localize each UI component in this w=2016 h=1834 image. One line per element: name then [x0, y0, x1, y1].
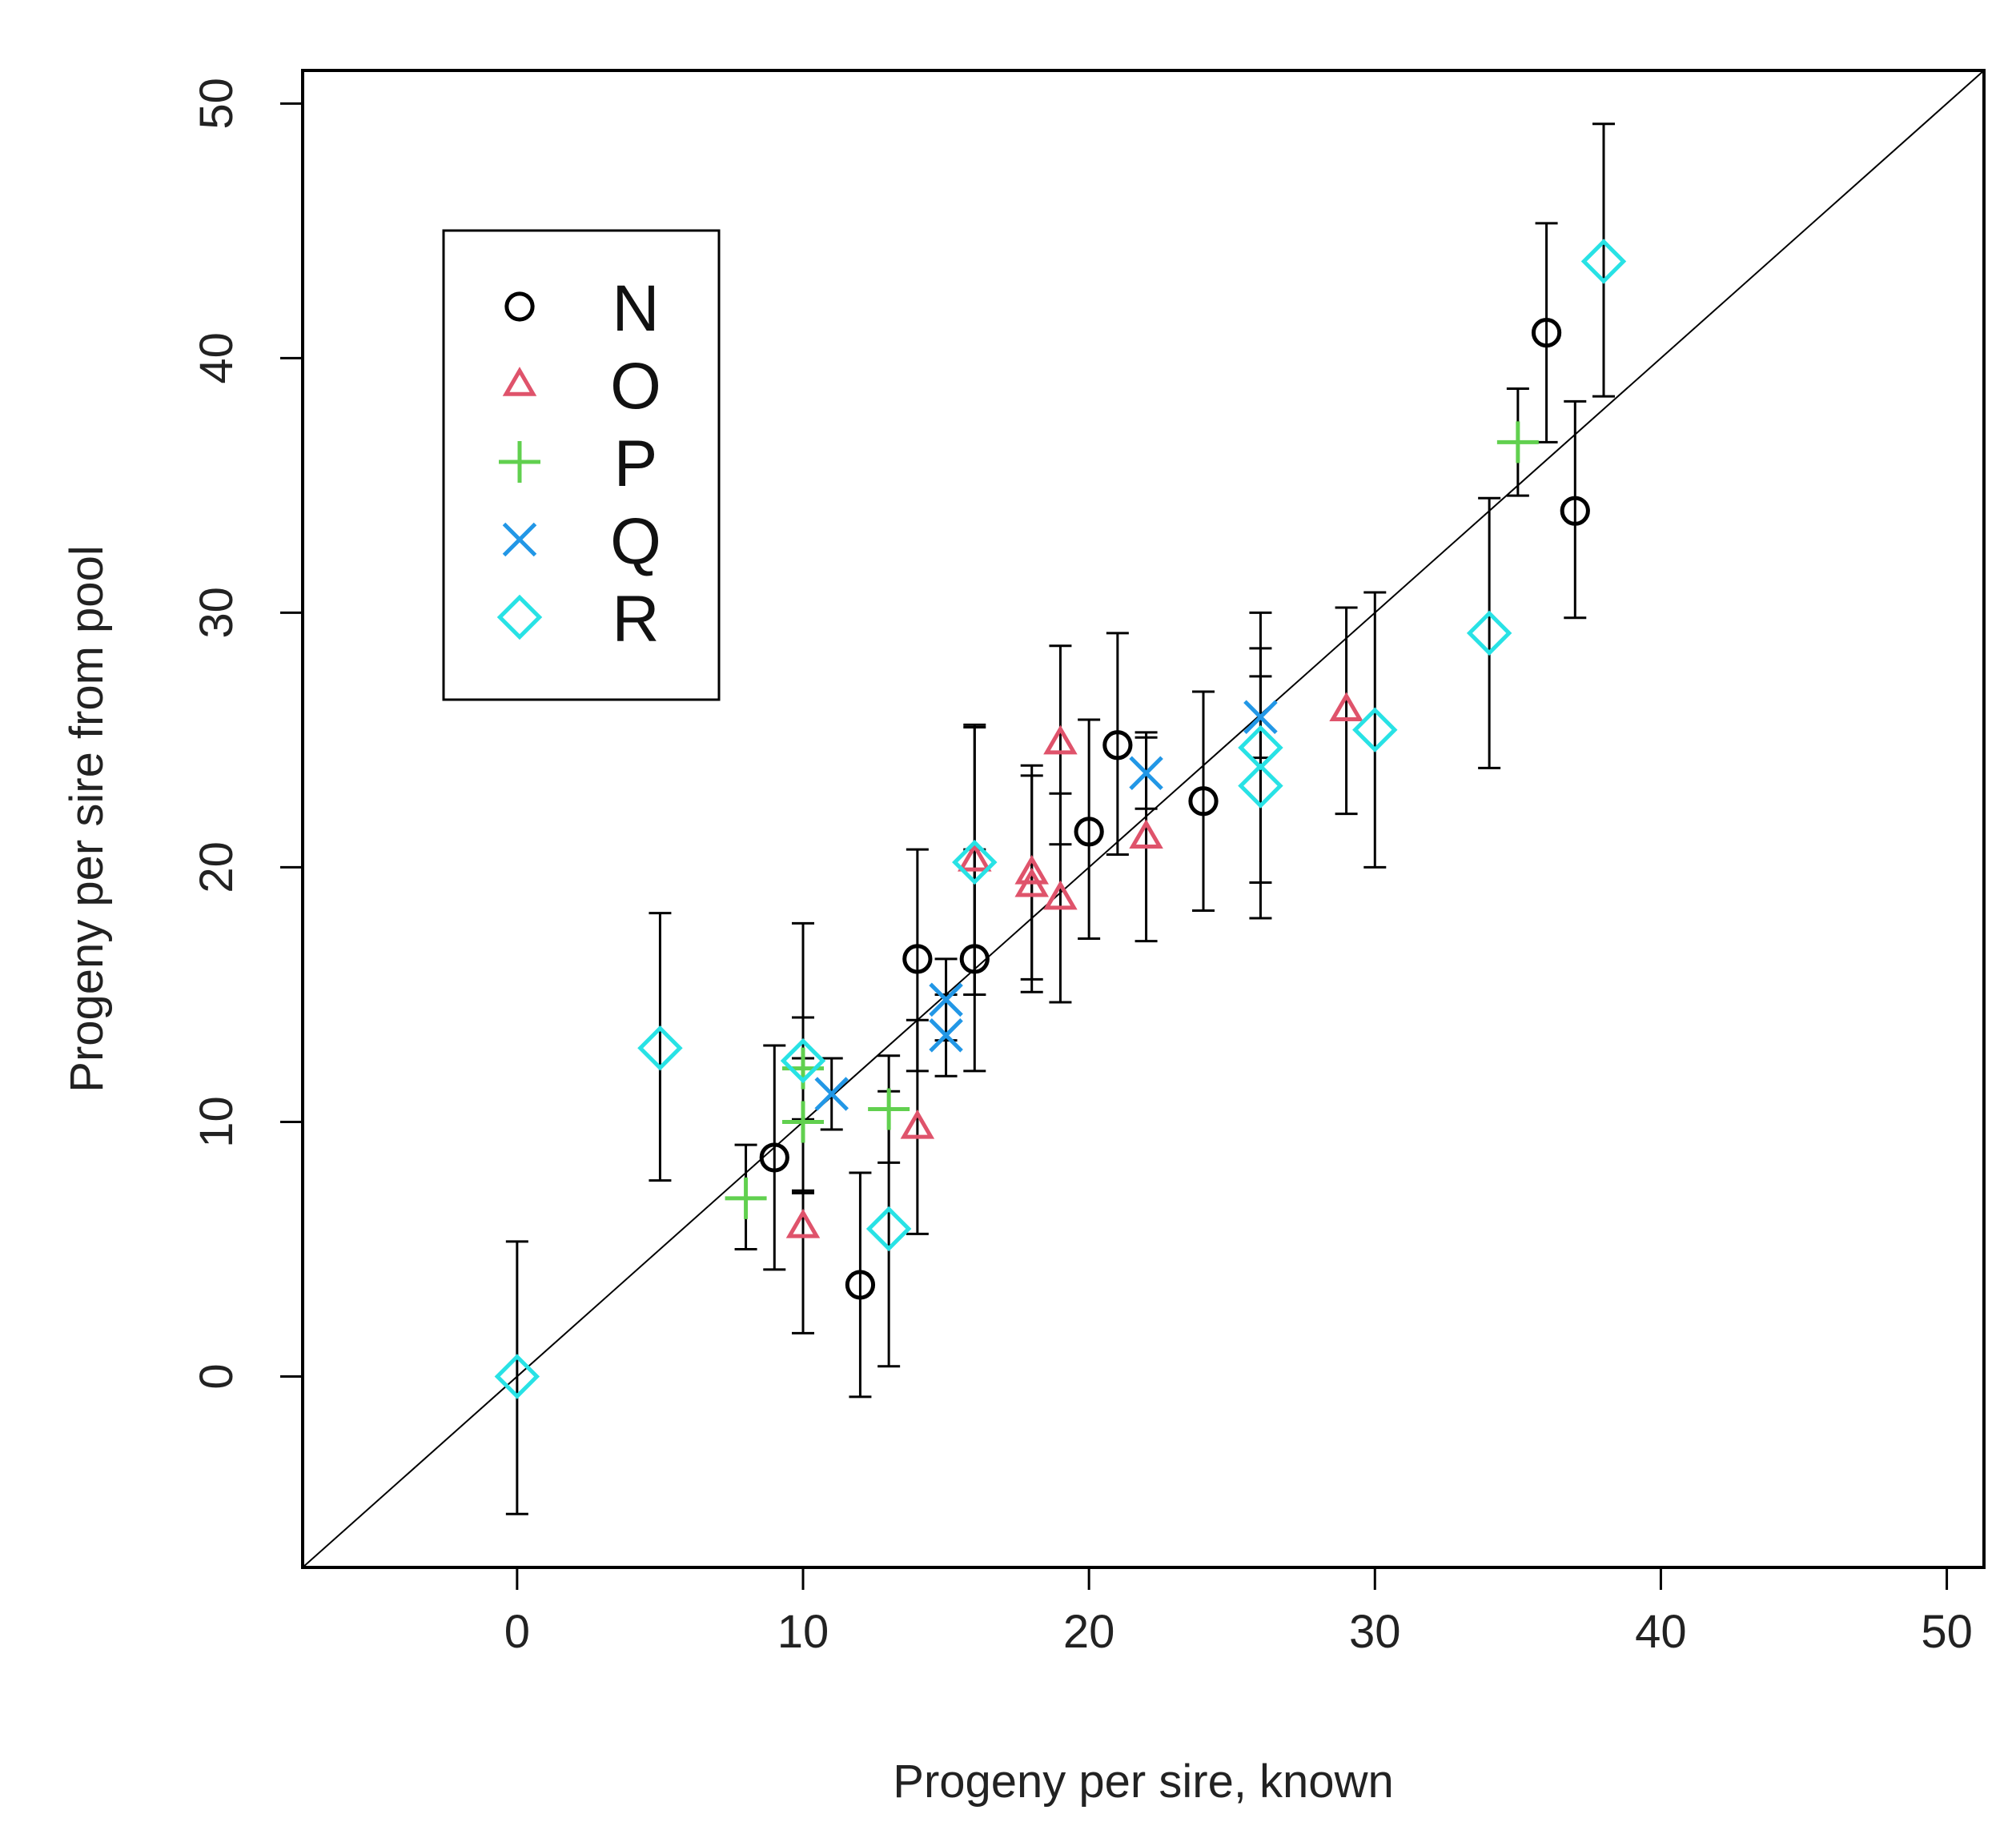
- point-Q: [929, 1018, 963, 1053]
- point-O: [1043, 880, 1078, 910]
- point-Q: [929, 982, 963, 1017]
- point-O: [1129, 819, 1163, 849]
- y-axis-label: Progeny per sire from pool: [61, 545, 113, 1092]
- y-tick-label: 0: [191, 1363, 243, 1389]
- points-layer: [494, 239, 1627, 1399]
- legend-marker-Q: [502, 522, 537, 557]
- point-N: [1531, 317, 1562, 348]
- x-axis: 0 10 20 30 40 50: [504, 1566, 1973, 1658]
- point-R: [494, 1354, 540, 1399]
- y-axis: 0 10 20 30 40 50: [191, 78, 304, 1390]
- legend-label-Q: Q: [610, 505, 661, 578]
- point-N: [759, 1142, 789, 1173]
- point-N: [959, 944, 990, 974]
- point-N: [845, 1270, 876, 1300]
- error-bars-layer: [505, 122, 1615, 1515]
- point-R: [637, 1025, 683, 1071]
- x-tick-label: 0: [504, 1606, 530, 1658]
- x-tick-label: 30: [1349, 1606, 1401, 1658]
- legend-label-R: R: [612, 583, 659, 656]
- point-P: [725, 1177, 767, 1219]
- x-tick-label: 40: [1635, 1606, 1687, 1658]
- legend-box: [442, 229, 721, 701]
- point-Q: [1129, 756, 1163, 791]
- point-P: [782, 1101, 824, 1143]
- point-N: [1074, 817, 1104, 847]
- point-R: [952, 839, 998, 885]
- point-R: [1466, 610, 1512, 656]
- legend-label-N: N: [612, 272, 659, 345]
- y-tick-label: 50: [191, 78, 243, 130]
- legend-label-O: O: [610, 350, 661, 423]
- point-R: [865, 1206, 912, 1252]
- identity-line: [302, 70, 1985, 1568]
- x-axis-label: Progeny per sire, known: [893, 1756, 1393, 1808]
- point-O: [900, 1109, 935, 1139]
- point-O: [1329, 692, 1363, 722]
- y-tick-label: 10: [191, 1096, 243, 1148]
- legend-marker-R: [496, 594, 543, 640]
- x-tick-label: 10: [777, 1606, 829, 1658]
- x-tick-label: 20: [1063, 1606, 1115, 1658]
- point-O: [1014, 867, 1049, 897]
- y-tick-label: 40: [191, 332, 243, 384]
- point-N: [1560, 496, 1590, 526]
- point-N: [1188, 786, 1219, 817]
- x-tick-label: 50: [1921, 1606, 1973, 1658]
- legend-label-P: P: [614, 427, 658, 500]
- point-O: [1014, 854, 1049, 885]
- y-tick-label: 20: [191, 841, 243, 893]
- point-O: [785, 1208, 821, 1238]
- point-Q: [1243, 700, 1278, 735]
- point-P: [868, 1088, 910, 1130]
- point-R: [780, 1037, 826, 1084]
- point-O: [1043, 724, 1078, 755]
- point-P: [1496, 421, 1539, 464]
- point-R: [1352, 707, 1398, 752]
- reference-line-layer: [302, 70, 1985, 1568]
- point-R: [1580, 239, 1627, 284]
- point-O: [958, 841, 992, 872]
- point-R: [1238, 763, 1283, 809]
- point-N: [902, 944, 933, 974]
- point-Q: [814, 1077, 849, 1111]
- legend-marker-O: [502, 367, 537, 396]
- legend-marker-N: [504, 291, 535, 322]
- legend-marker-P: [499, 441, 540, 483]
- point-N: [1102, 730, 1133, 760]
- y-tick-label: 30: [191, 587, 243, 639]
